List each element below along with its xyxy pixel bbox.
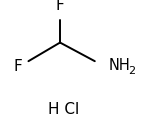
- Text: F: F: [13, 59, 22, 74]
- Text: 2: 2: [128, 66, 135, 76]
- Text: NH: NH: [108, 58, 130, 73]
- Text: H Cl: H Cl: [48, 102, 79, 117]
- Text: F: F: [56, 0, 64, 13]
